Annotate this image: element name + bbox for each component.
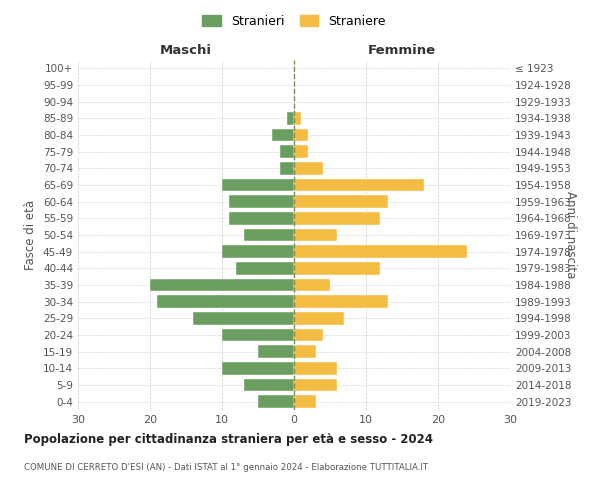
Bar — [193, 312, 294, 324]
Bar — [236, 262, 294, 274]
Bar — [294, 312, 344, 324]
Y-axis label: Fasce di età: Fasce di età — [25, 200, 37, 270]
Bar — [294, 212, 380, 224]
Bar — [287, 112, 294, 124]
Bar — [294, 179, 424, 192]
Text: Maschi: Maschi — [160, 44, 212, 57]
Text: COMUNE DI CERRETO D'ESI (AN) - Dati ISTAT al 1° gennaio 2024 - Elaborazione TUTT: COMUNE DI CERRETO D'ESI (AN) - Dati ISTA… — [24, 462, 428, 471]
Bar — [294, 146, 308, 158]
Bar — [272, 129, 294, 141]
Legend: Stranieri, Straniere: Stranieri, Straniere — [199, 11, 389, 32]
Bar — [222, 362, 294, 374]
Bar — [294, 296, 388, 308]
Bar — [222, 329, 294, 341]
Y-axis label: Anni di nascita: Anni di nascita — [564, 192, 577, 278]
Text: Popolazione per cittadinanza straniera per età e sesso - 2024: Popolazione per cittadinanza straniera p… — [24, 432, 433, 446]
Bar — [222, 246, 294, 258]
Bar — [258, 346, 294, 358]
Bar — [244, 379, 294, 391]
Bar — [258, 396, 294, 408]
Bar — [294, 112, 301, 124]
Bar — [229, 212, 294, 224]
Bar — [222, 179, 294, 192]
Bar — [229, 196, 294, 208]
Bar — [157, 296, 294, 308]
Bar — [294, 129, 308, 141]
Bar — [294, 262, 380, 274]
Bar — [280, 162, 294, 174]
Bar — [294, 279, 330, 291]
Bar — [294, 362, 337, 374]
Bar — [244, 229, 294, 241]
Bar — [294, 229, 337, 241]
Text: Femmine: Femmine — [368, 44, 436, 57]
Bar — [150, 279, 294, 291]
Bar — [294, 346, 316, 358]
Bar — [294, 162, 323, 174]
Bar — [294, 379, 337, 391]
Bar — [294, 396, 316, 408]
Bar — [294, 329, 323, 341]
Bar — [294, 196, 388, 208]
Bar — [294, 246, 467, 258]
Bar — [280, 146, 294, 158]
